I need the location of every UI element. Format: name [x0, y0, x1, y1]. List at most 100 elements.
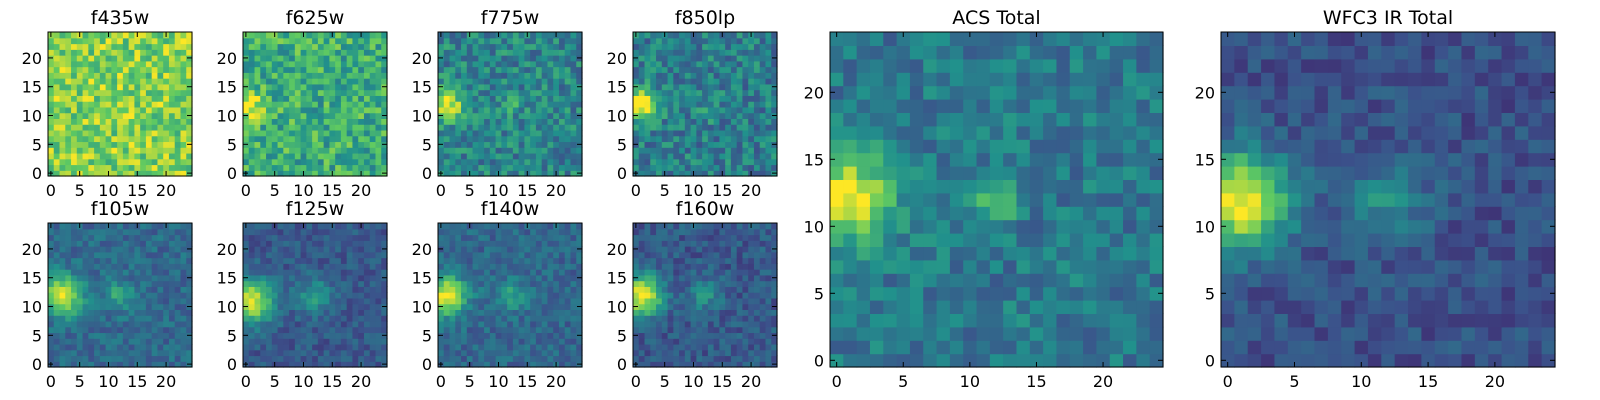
heatmap-cell [736, 309, 744, 316]
heatmap-cell [283, 315, 290, 322]
y-tick-label: 0 [32, 355, 42, 374]
heatmap-cell [461, 135, 468, 143]
heatmap-cell [174, 320, 182, 328]
heatmap-cell [673, 95, 680, 102]
heatmap-cell [495, 309, 502, 316]
heatmap-cell [576, 129, 583, 137]
heatmap-cell [381, 147, 388, 154]
heatmap-cell [472, 141, 479, 148]
heatmap-cell [530, 158, 537, 166]
heatmap-cell [346, 49, 354, 56]
heatmap-cell [684, 292, 692, 299]
heatmap-cell [530, 303, 537, 310]
heatmap-cell [323, 349, 330, 357]
heatmap-cell [679, 129, 686, 137]
heatmap-cell [570, 106, 577, 114]
heatmap-cell [48, 89, 55, 96]
heatmap-cell [661, 147, 669, 154]
heatmap-cell [742, 361, 749, 368]
heatmap-cell [48, 101, 55, 108]
heatmap-cell [174, 89, 182, 96]
heatmap-cell [449, 269, 456, 276]
heatmap-cell [558, 164, 566, 171]
heatmap-cell [564, 112, 572, 119]
heatmap-cell [243, 78, 250, 85]
heatmap-cell [254, 72, 261, 79]
heatmap-cell [730, 66, 738, 73]
heatmap-cell [679, 292, 686, 299]
heatmap-cell [186, 320, 193, 328]
heatmap-cell [501, 309, 508, 316]
heatmap-cell [443, 326, 451, 334]
heatmap-cell [535, 257, 543, 264]
heatmap-cell [748, 129, 755, 137]
heatmap-cell [375, 118, 382, 125]
heatmap-cell [271, 66, 279, 73]
heatmap-cell [59, 78, 66, 85]
heatmap-cell [71, 251, 78, 259]
heatmap-cell [696, 349, 703, 357]
heatmap-cell [340, 72, 348, 79]
heatmap-cell [312, 223, 319, 230]
heatmap-cell [656, 43, 663, 50]
heatmap-cell [340, 106, 348, 114]
heatmap-cell [719, 89, 726, 96]
heatmap-cell [547, 274, 554, 282]
heatmap-cell [248, 257, 256, 264]
heatmap-cell [306, 164, 313, 171]
heatmap-cell [317, 141, 325, 148]
heatmap-cell [518, 83, 525, 91]
heatmap-image [48, 223, 193, 368]
heatmap-cell [335, 78, 342, 85]
heatmap-cell [501, 66, 508, 73]
heatmap-cell [707, 320, 715, 328]
heatmap-cell [564, 332, 572, 339]
heatmap-cell [484, 135, 491, 143]
heatmap-cell [759, 78, 767, 85]
heatmap-cell [294, 106, 302, 114]
heatmap-cell [518, 332, 525, 339]
heatmap-cell [317, 332, 325, 339]
heatmap-cell [644, 164, 651, 171]
heatmap-cell [759, 72, 767, 79]
heatmap-cell [650, 280, 657, 287]
heatmap-cell [82, 95, 89, 102]
heatmap-cell [134, 158, 141, 166]
heatmap-cell [134, 257, 141, 264]
heatmap-cell [260, 361, 267, 368]
heatmap-cell [266, 164, 273, 171]
heatmap-cell [570, 228, 577, 236]
heatmap-cell [163, 355, 170, 362]
heatmap-cell [495, 95, 502, 102]
heatmap-cell [260, 251, 267, 259]
heatmap-cell [638, 338, 646, 345]
heatmap-cell [564, 251, 572, 259]
heatmap-cell [742, 320, 749, 328]
heatmap-cell [455, 106, 462, 114]
heatmap-cell [771, 292, 778, 299]
heatmap-cell [381, 251, 388, 259]
heatmap-cell [547, 170, 554, 177]
heatmap-cell [553, 112, 560, 119]
heatmap-cell [530, 32, 537, 39]
heatmap-cell [71, 349, 78, 357]
heatmap-cell [547, 292, 554, 299]
heatmap-cell [312, 78, 319, 85]
heatmap-cell [134, 286, 141, 293]
heatmap-cell [306, 326, 313, 334]
heatmap-cell [59, 338, 66, 345]
heatmap-cell [759, 355, 767, 362]
heatmap-cell [99, 78, 107, 85]
heatmap-cell [438, 297, 445, 305]
heatmap-cell [300, 141, 307, 148]
heatmap-cell [340, 158, 348, 166]
heatmap-cell [489, 170, 497, 177]
heatmap-cell [53, 257, 61, 264]
heatmap-cell [82, 332, 89, 339]
heatmap-cell [696, 355, 703, 362]
heatmap-cell [266, 152, 273, 160]
heatmap-cell [736, 89, 744, 96]
heatmap-cell [168, 280, 176, 287]
heatmap-cell [53, 286, 61, 293]
heatmap-cell [248, 158, 256, 166]
